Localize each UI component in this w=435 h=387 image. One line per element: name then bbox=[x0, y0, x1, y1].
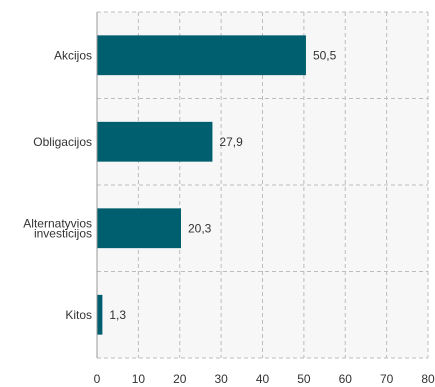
x-tick-label-70: 70 bbox=[380, 372, 394, 386]
x-tick-label-10: 10 bbox=[132, 372, 146, 386]
x-tick-label-30: 30 bbox=[214, 372, 228, 386]
x-tick-label-0: 0 bbox=[94, 372, 101, 386]
data-label-0: 50,5 bbox=[313, 48, 337, 62]
data-label-2: 20,3 bbox=[188, 221, 212, 235]
category-label-3: Kitos bbox=[65, 308, 92, 322]
x-tick-label-50: 50 bbox=[297, 372, 311, 386]
bar-2 bbox=[97, 208, 181, 249]
bars bbox=[97, 35, 306, 335]
bar-1 bbox=[97, 121, 213, 162]
x-tick-label-80: 80 bbox=[421, 372, 435, 386]
x-tick-label-20: 20 bbox=[173, 372, 187, 386]
x-tick-label-40: 40 bbox=[256, 372, 270, 386]
category-label-2: Alternatyvios investicijos bbox=[23, 216, 92, 240]
bar-0 bbox=[97, 35, 306, 76]
category-label-1: Obligacijos bbox=[33, 135, 92, 149]
labels: 50,5 Akcijos 27,9 Obligacijos 20,3 Alternatyv… bbox=[23, 48, 435, 386]
data-label-1: 27,9 bbox=[219, 135, 243, 149]
data-label-3: 1,3 bbox=[109, 308, 126, 322]
category-label-0: Akcijos bbox=[54, 48, 92, 62]
x-tick-label-60: 60 bbox=[339, 372, 353, 386]
bar-3 bbox=[97, 294, 103, 335]
